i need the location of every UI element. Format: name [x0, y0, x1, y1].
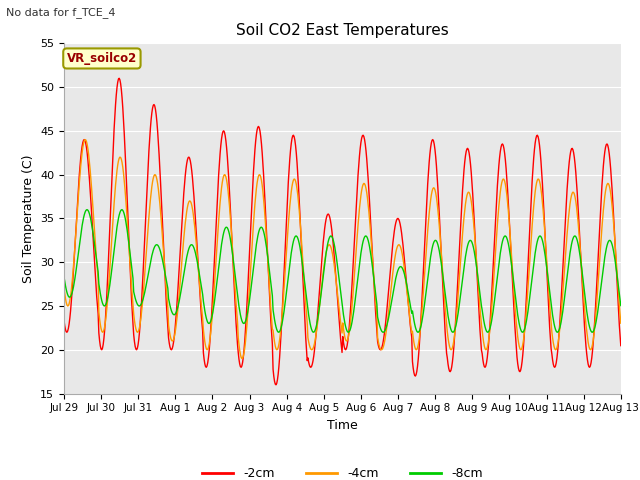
-8cm [433, 238, 440, 244]
-4cm [228, 245, 236, 251]
-4cm [238, 356, 246, 361]
-8cm [401, 274, 409, 280]
-8cm [277, 325, 285, 331]
-2cm [228, 249, 236, 254]
-4cm [81, 137, 89, 143]
Text: No data for f_TCE_4: No data for f_TCE_4 [6, 7, 116, 18]
-4cm [60, 284, 68, 290]
-4cm [433, 194, 440, 200]
-8cm [126, 251, 134, 256]
Title: Soil CO2 East Temperatures: Soil CO2 East Temperatures [236, 23, 449, 38]
Y-axis label: Soil Temperature (C): Soil Temperature (C) [22, 154, 35, 283]
-2cm [272, 382, 280, 388]
Line: -2cm: -2cm [64, 78, 621, 385]
-8cm [256, 226, 264, 231]
-4cm [126, 261, 134, 267]
-2cm [433, 163, 440, 168]
-8cm [60, 274, 68, 280]
-8cm [228, 250, 236, 256]
Line: -4cm: -4cm [64, 140, 621, 359]
-4cm [617, 320, 625, 326]
-8cm [83, 207, 91, 213]
Legend: -2cm, -4cm, -8cm: -2cm, -4cm, -8cm [197, 462, 488, 480]
-2cm [401, 265, 409, 271]
-2cm [278, 317, 285, 323]
-4cm [278, 316, 285, 322]
-2cm [256, 128, 264, 134]
-4cm [257, 174, 264, 180]
-2cm [60, 317, 68, 323]
-2cm [115, 75, 123, 81]
-2cm [126, 266, 134, 272]
Line: -8cm: -8cm [64, 210, 621, 332]
-8cm [380, 329, 387, 335]
Text: VR_soilco2: VR_soilco2 [67, 52, 137, 65]
-8cm [617, 303, 625, 309]
-2cm [617, 343, 625, 348]
-4cm [401, 273, 409, 278]
X-axis label: Time: Time [327, 419, 358, 432]
